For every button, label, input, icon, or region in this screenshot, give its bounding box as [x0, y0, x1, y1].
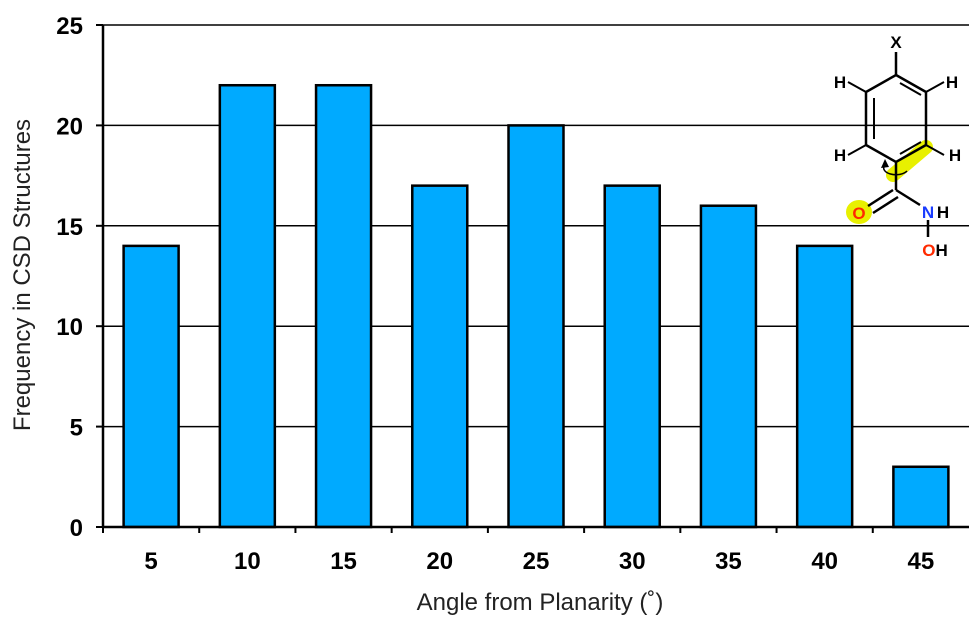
hydroxyl-group: OH — [922, 241, 948, 260]
molecule-structure-inset: X H H H H O N H OH — [834, 33, 961, 260]
amide-nitrogen: N — [922, 203, 934, 222]
bar — [892, 465, 950, 529]
amide-hydrogen: H — [937, 203, 949, 222]
bond-h — [847, 81, 867, 93]
x-tick-label: 25 — [523, 548, 550, 575]
y-tick-label: 25 — [56, 13, 83, 40]
bar — [603, 184, 661, 529]
y-tick-label: 5 — [70, 415, 83, 442]
carbonyl-oxygen: O — [852, 204, 865, 223]
bar — [411, 184, 469, 529]
y-tick-labels: 0 5 10 15 20 25 — [56, 13, 83, 542]
y-tick-label: 0 — [70, 515, 83, 542]
carbonyl-double-bond — [872, 195, 899, 215]
bond-h — [925, 144, 945, 156]
bond-h — [925, 81, 945, 93]
bar — [218, 83, 277, 529]
ring-double-bond — [899, 141, 922, 155]
bond-highlight — [886, 140, 933, 182]
x-tick-label: 5 — [144, 548, 157, 575]
x-tick-label: 35 — [715, 548, 742, 575]
y-tick-label: 10 — [56, 314, 83, 341]
carbonyl-double-bond — [867, 188, 894, 208]
x-tick-label: 45 — [908, 548, 935, 575]
rotation-arrowhead-icon — [881, 159, 889, 168]
ring-h-label: H — [834, 146, 846, 165]
x-axis-title: Angle from Planarity (˚) — [417, 589, 664, 616]
y-tick-label: 15 — [56, 214, 83, 241]
axes — [96, 24, 969, 533]
y-axis-title: Frequency in CSD Structures — [9, 119, 36, 431]
ring-double-bond — [899, 82, 922, 96]
x-tick-label: 15 — [330, 548, 357, 575]
carbonyl-o-highlight — [846, 200, 872, 224]
ring-h-label: H — [946, 73, 958, 92]
bar — [314, 83, 373, 529]
bar — [699, 204, 758, 529]
ring-h-label: H — [834, 73, 846, 92]
x-tick-label: 20 — [426, 548, 453, 575]
bars — [122, 83, 950, 529]
ring-h-label: H — [949, 146, 961, 165]
substituent-x: X — [890, 33, 902, 52]
x-tick-label: 30 — [619, 548, 646, 575]
y-tick-label: 20 — [56, 113, 83, 140]
bar — [507, 124, 565, 529]
x-tick-labels: 5 10 15 20 25 30 35 40 45 — [144, 548, 934, 575]
bond-h — [847, 144, 867, 156]
x-tick-label: 40 — [811, 548, 838, 575]
x-tick-label: 10 — [234, 548, 261, 575]
bar — [122, 244, 180, 529]
bond-c-n — [895, 188, 921, 207]
bar — [795, 244, 854, 529]
